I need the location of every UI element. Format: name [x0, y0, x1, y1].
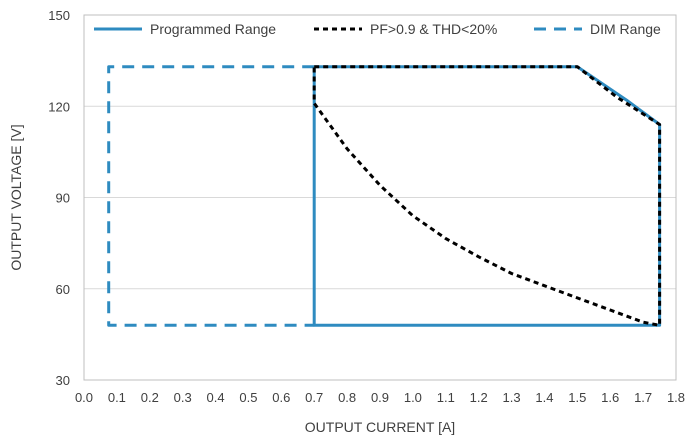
x-tick-label: 0.4	[207, 390, 225, 405]
y-tick-label: 150	[48, 8, 70, 23]
x-tick-label: 0.2	[141, 390, 159, 405]
series-line-1	[312, 65, 662, 327]
x-tick-label: 1.2	[470, 390, 488, 405]
legend-label-2: DIM Range	[590, 21, 661, 37]
y-tick-labels: 30 60 90 120 150	[48, 8, 70, 388]
x-tick-label: 0.5	[239, 390, 257, 405]
x-axis-label: OUTPUT CURRENT [A]	[305, 419, 455, 435]
x-tick-label: 1.6	[601, 390, 619, 405]
x-tick-label: 0.0	[75, 390, 93, 405]
x-tick-label: 1.8	[667, 390, 685, 405]
y-tick-label: 90	[56, 191, 70, 206]
x-tick-label: 0.8	[338, 390, 356, 405]
plot-frame	[83, 14, 677, 381]
y-axis-label: OUTPUT VOLTAGE [V]	[8, 124, 24, 270]
x-tick-label: 1.1	[437, 390, 455, 405]
x-tick-label: 1.0	[404, 390, 422, 405]
x-tick-label: 1.7	[634, 390, 652, 405]
x-tick-label: 0.9	[371, 390, 389, 405]
y-tick-label: 60	[56, 282, 70, 297]
legend: Programmed Range PF>0.9 & THD<20% DIM Rang…	[94, 21, 661, 37]
y-tick-label: 30	[56, 373, 70, 388]
y-tick-label: 120	[48, 99, 70, 114]
x-tick-label: 0.6	[272, 390, 290, 405]
legend-label-1: PF>0.9 & THD<20%	[370, 21, 497, 37]
x-tick-label: 0.7	[305, 390, 323, 405]
series-line-0	[312, 65, 662, 327]
x-tick-label: 1.4	[535, 390, 553, 405]
x-tick-label: 0.3	[174, 390, 192, 405]
legend-label-0: Programmed Range	[150, 21, 276, 37]
series-group	[107, 65, 662, 327]
series-line-2	[107, 65, 315, 327]
x-tick-label: 1.5	[568, 390, 586, 405]
x-tick-labels: 0.0 0.1 0.2 0.3 0.4 0.5 0.6 0.7 0.8 0.9 1.0 1.1 1.2 1…	[75, 390, 685, 405]
x-tick-label: 0.1	[108, 390, 126, 405]
x-tick-label: 1.3	[503, 390, 521, 405]
